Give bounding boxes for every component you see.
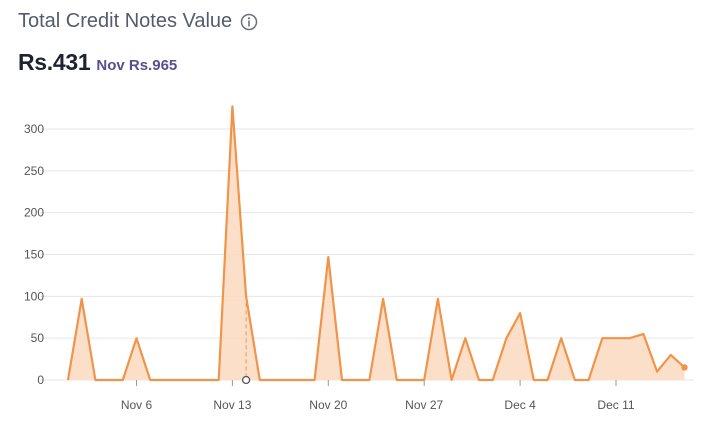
x-tick-label: Nov 6 (121, 398, 153, 412)
chart-header: Total Credit Notes Value Rs.431 Nov Rs.9… (18, 10, 258, 76)
y-tick-label: 0 (37, 373, 44, 387)
x-tick-label: Nov 13 (213, 398, 251, 412)
y-tick-label: 200 (24, 206, 44, 220)
last-point-marker[interactable] (681, 364, 688, 371)
y-axis: 0 50 100 150 200 250 300 (24, 122, 44, 387)
y-tick-label: 50 (31, 331, 45, 345)
y-tick-label: 300 (24, 122, 44, 136)
y-tick-label: 250 (24, 164, 44, 178)
series-line (66, 105, 686, 382)
x-tick-label: Nov 20 (309, 398, 347, 412)
y-tick-label: 100 (24, 289, 44, 303)
hover-marker[interactable] (241, 375, 251, 385)
comparison-value: Nov Rs.965 (96, 57, 178, 74)
y-tick-label: 150 (24, 248, 44, 262)
current-total-value: Rs.431 (18, 49, 91, 75)
chart-title: Total Credit Notes Value (18, 10, 233, 32)
x-tick-label: Dec 4 (504, 398, 536, 412)
x-tick-label: Nov 27 (405, 398, 443, 412)
info-icon[interactable] (240, 13, 258, 31)
x-axis: Nov 6 Nov 13 Nov 20 Nov 27 Dec 4 Dec 11 (121, 380, 635, 412)
x-tick-label: Dec 11 (597, 398, 634, 412)
